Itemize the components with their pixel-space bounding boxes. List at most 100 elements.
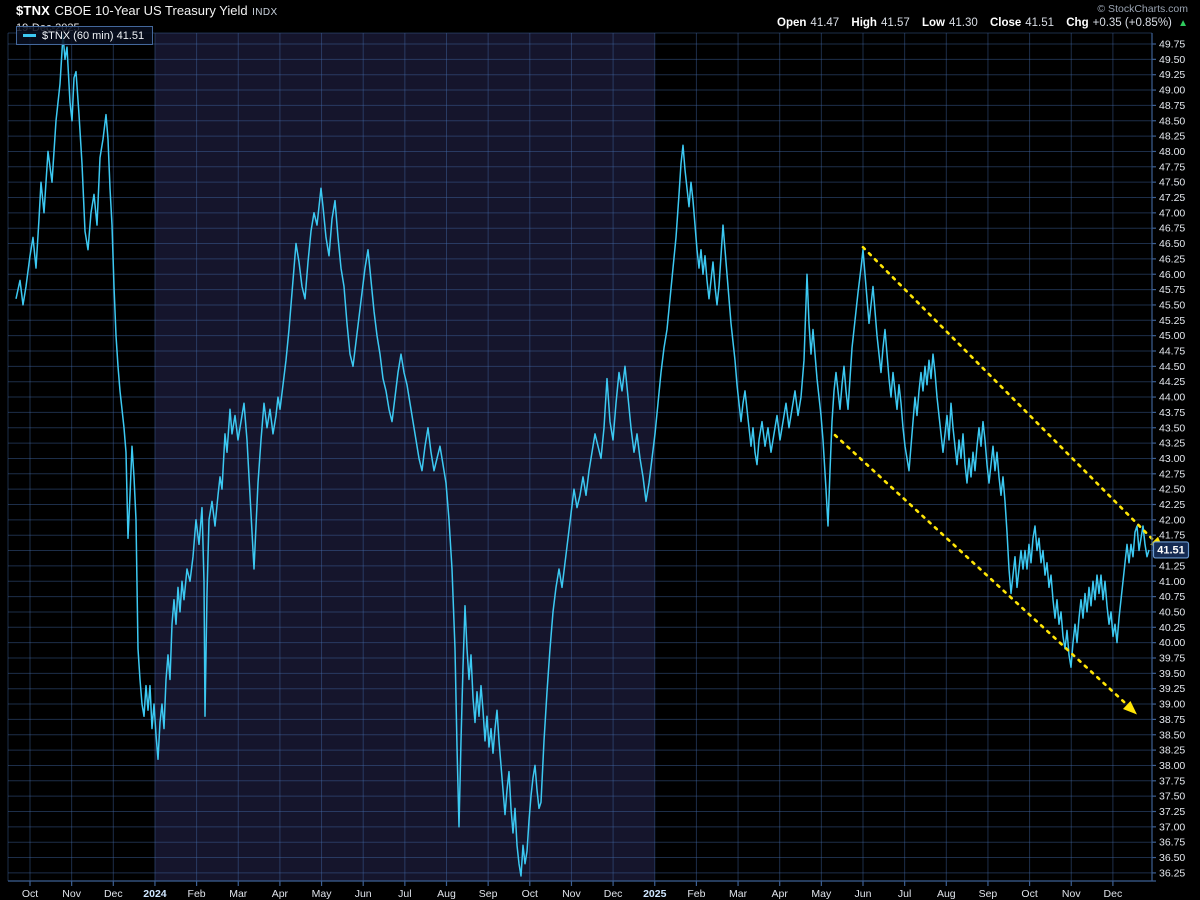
svg-text:48.50: 48.50	[1159, 115, 1185, 127]
close-value: 41.51	[1025, 17, 1055, 29]
trendline-lower-channel	[833, 433, 1129, 706]
trendline-upper-channel	[861, 245, 1156, 543]
svg-text:46.00: 46.00	[1159, 269, 1185, 281]
price-line	[15, 34, 1150, 877]
svg-text:46.75: 46.75	[1159, 223, 1185, 235]
svg-text:36.50: 36.50	[1159, 852, 1185, 864]
svg-text:Sep: Sep	[979, 888, 998, 900]
svg-text:37.00: 37.00	[1159, 821, 1185, 833]
svg-text:Jul: Jul	[898, 888, 911, 900]
svg-text:42.75: 42.75	[1159, 468, 1185, 480]
svg-text:40.75: 40.75	[1159, 591, 1185, 603]
svg-text:Sep: Sep	[479, 888, 498, 900]
shaded-year-band	[154, 33, 655, 881]
y-axis-labels: 49.75 49.50 49.25 49.00 48.75 48.50 48.25 48.00…	[1159, 39, 1185, 880]
ohlc-row: Open 41.47 High 41.57 Low 41.30 Close 41.51 …	[768, 17, 1188, 30]
svg-text:39.75: 39.75	[1159, 653, 1185, 665]
svg-text:45.50: 45.50	[1159, 299, 1185, 311]
svg-text:44.75: 44.75	[1159, 346, 1185, 358]
svg-text:49.75: 49.75	[1159, 39, 1185, 51]
series-legend-label: $TNX (60 min) 41.51	[42, 29, 145, 42]
svg-text:47.50: 47.50	[1159, 177, 1185, 189]
svg-text:Oct: Oct	[1021, 888, 1037, 900]
svg-text:40.00: 40.00	[1159, 637, 1185, 649]
svg-text:Jun: Jun	[855, 888, 872, 900]
low-label: Low	[921, 17, 945, 29]
svg-text:40.50: 40.50	[1159, 606, 1185, 618]
svg-text:42.00: 42.00	[1159, 514, 1185, 526]
svg-text:Aug: Aug	[937, 888, 956, 900]
svg-text:44.50: 44.50	[1159, 361, 1185, 373]
series-legend[interactable]: $TNX (60 min) 41.51	[16, 26, 154, 45]
svg-text:Apr: Apr	[272, 888, 289, 900]
svg-text:Aug: Aug	[437, 888, 456, 900]
svg-text:Oct: Oct	[522, 888, 538, 900]
svg-text:2025: 2025	[643, 888, 667, 900]
svg-text:48.00: 48.00	[1159, 146, 1185, 158]
svg-text:38.50: 38.50	[1159, 729, 1185, 741]
svg-text:May: May	[312, 888, 333, 900]
svg-text:43.50: 43.50	[1159, 422, 1185, 434]
svg-text:48.25: 48.25	[1159, 131, 1185, 143]
chg-value: +0.35 (+0.85%)	[1092, 17, 1172, 29]
svg-text:41.25: 41.25	[1159, 560, 1185, 572]
svg-text:37.25: 37.25	[1159, 806, 1185, 818]
svg-text:36.75: 36.75	[1159, 837, 1185, 849]
open-value: 41.47	[810, 17, 840, 29]
svg-text:49.25: 49.25	[1159, 69, 1185, 81]
svg-text:Jun: Jun	[355, 888, 372, 900]
symbol-label: $TNX	[16, 3, 51, 18]
svg-text:Apr: Apr	[772, 888, 789, 900]
svg-text:38.25: 38.25	[1159, 745, 1185, 757]
svg-text:44.25: 44.25	[1159, 376, 1185, 388]
high-label: High	[851, 17, 877, 29]
svg-text:48.75: 48.75	[1159, 100, 1185, 112]
svg-text:Mar: Mar	[229, 888, 248, 900]
axes-frame	[8, 33, 1156, 886]
svg-text:38.75: 38.75	[1159, 714, 1185, 726]
svg-text:46.25: 46.25	[1159, 253, 1185, 265]
svg-text:41.75: 41.75	[1159, 530, 1185, 542]
svg-text:44.00: 44.00	[1159, 392, 1185, 404]
svg-text:Nov: Nov	[1062, 888, 1081, 900]
svg-text:38.00: 38.00	[1159, 760, 1185, 772]
gridlines	[7, 32, 1152, 881]
low-value: 41.30	[948, 17, 978, 29]
svg-text:Mar: Mar	[729, 888, 748, 900]
svg-text:Feb: Feb	[188, 888, 206, 900]
svg-text:49.50: 49.50	[1159, 54, 1185, 66]
svg-text:37.75: 37.75	[1159, 775, 1185, 787]
copyright-label: © StockCharts.com	[1097, 3, 1188, 15]
svg-text:Nov: Nov	[62, 888, 81, 900]
svg-text:2024: 2024	[143, 888, 167, 900]
series-swatch-icon	[23, 34, 36, 37]
svg-text:Nov: Nov	[562, 888, 581, 900]
chg-label: Chg	[1066, 17, 1089, 29]
up-triangle-icon: ▲	[1178, 18, 1188, 29]
svg-text:39.50: 39.50	[1159, 668, 1185, 680]
x-axis-labels: Oct Nov Dec 2024 Feb Mar Apr May Jun Jul Aug Sep Oct…	[22, 888, 1122, 900]
svg-text:43.00: 43.00	[1159, 453, 1185, 465]
exchange-label: INDX	[252, 7, 278, 18]
svg-text:42.25: 42.25	[1159, 499, 1185, 511]
svg-text:Feb: Feb	[687, 888, 705, 900]
svg-text:42.50: 42.50	[1159, 484, 1185, 496]
page-title: CBOE 10-Year US Treasury Yield	[54, 3, 248, 18]
svg-text:47.25: 47.25	[1159, 192, 1185, 204]
svg-text:46.50: 46.50	[1159, 238, 1185, 250]
open-label: Open	[777, 17, 807, 29]
svg-text:40.25: 40.25	[1159, 622, 1185, 634]
svg-text:47.00: 47.00	[1159, 207, 1185, 219]
svg-text:43.75: 43.75	[1159, 407, 1185, 419]
svg-text:Dec: Dec	[604, 888, 623, 900]
quote-panel: © StockCharts.com Open 41.47 High 41.57 Lo…	[768, 3, 1188, 30]
svg-text:39.00: 39.00	[1159, 699, 1185, 711]
svg-text:49.00: 49.00	[1159, 85, 1185, 97]
svg-text:45.25: 45.25	[1159, 315, 1185, 327]
svg-text:May: May	[811, 888, 832, 900]
svg-text:43.25: 43.25	[1159, 438, 1185, 450]
svg-text:47.75: 47.75	[1159, 161, 1185, 173]
svg-text:36.25: 36.25	[1159, 867, 1185, 879]
